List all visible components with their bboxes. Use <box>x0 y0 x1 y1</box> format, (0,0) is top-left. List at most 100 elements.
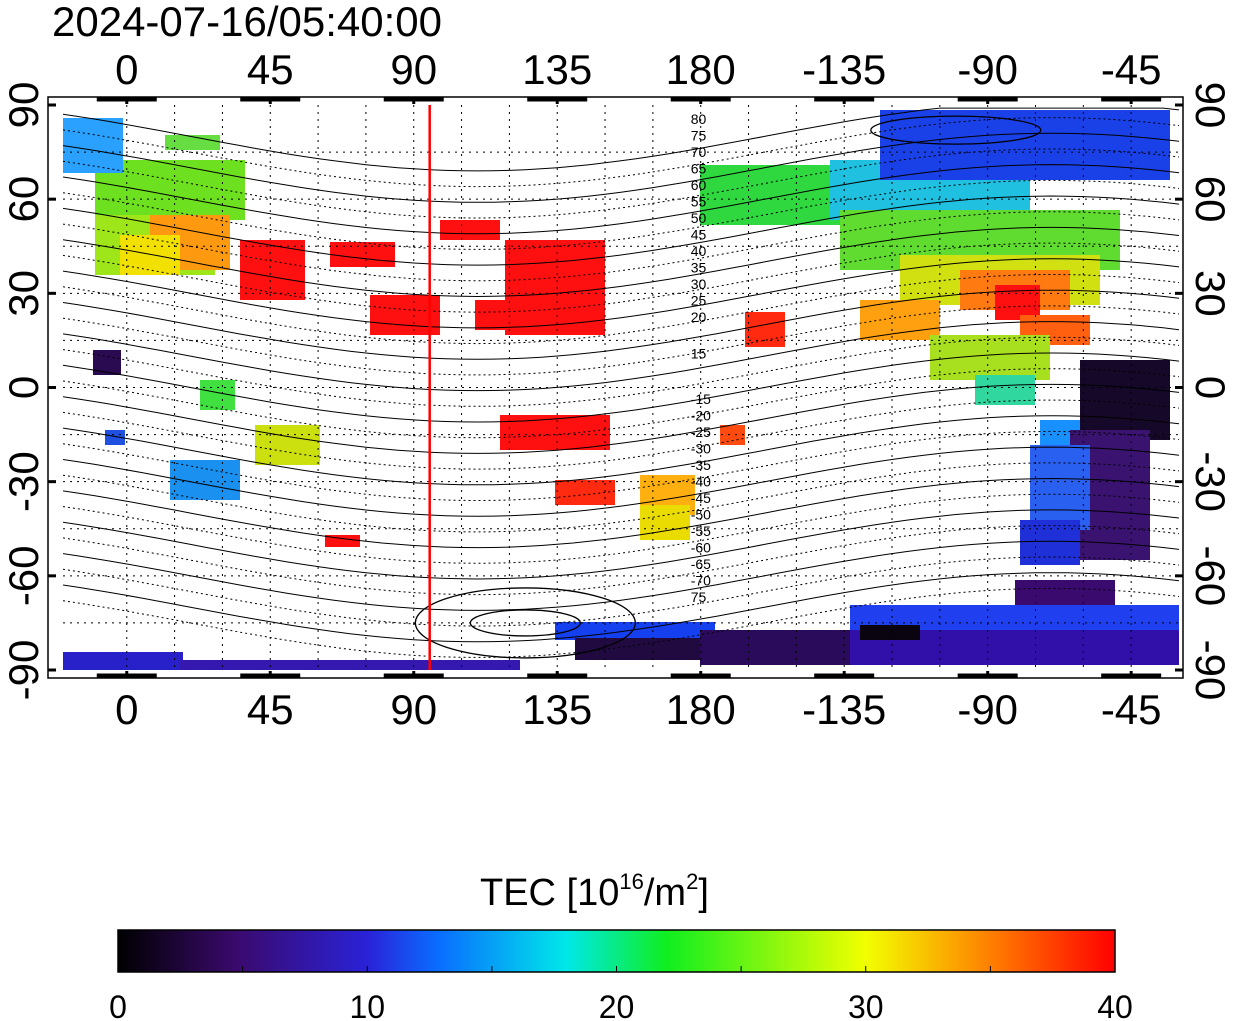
tec-region-indian-ocean <box>325 535 360 547</box>
contour-label: -25 <box>691 424 711 440</box>
tec-region-iceland <box>165 135 220 150</box>
contour-label: -60 <box>691 540 711 556</box>
tec-region-antarctica-dark1 <box>575 638 705 660</box>
x-tick-label-bottom: 135 <box>522 686 592 733</box>
axes: 0045459090135135180180-135-135-90-90-45-… <box>0 46 1234 733</box>
tec-region-middle-east <box>240 240 305 300</box>
contour-label: 35 <box>691 260 707 276</box>
colorbar-title-end: ] <box>698 872 709 914</box>
x-tick-label-top: -90 <box>957 46 1018 93</box>
tec-region-greenland-west <box>63 118 123 173</box>
contour-label: 75 <box>691 128 707 144</box>
tec-region-brazil-dark <box>1080 360 1170 440</box>
tec-region-patagonia <box>1020 520 1080 565</box>
tec-region-alaska <box>700 165 840 225</box>
contour-label: -30 <box>691 441 711 457</box>
contour-labels: 8075706560555045403530252015-15-20-25-30… <box>691 111 711 605</box>
contour-label: -40 <box>691 474 711 490</box>
y-tick-label-left: -60 <box>0 545 47 606</box>
contour-label: -55 <box>691 523 711 539</box>
x-tick-label-bottom: -45 <box>1101 686 1162 733</box>
contour-label: 50 <box>691 210 707 226</box>
x-tick-label-top: 0 <box>115 46 138 93</box>
tec-region-australia-east <box>555 480 615 505</box>
tec-region-southeast-asia <box>500 415 610 450</box>
x-tick-label-top: 90 <box>390 46 437 93</box>
y-tick-label-right: 60 <box>1187 176 1234 223</box>
y-tick-label-right: 0 <box>1187 376 1234 399</box>
magnetic-contours <box>63 107 1179 659</box>
y-tick-label-left: 0 <box>0 376 47 399</box>
tec-region-colombia <box>975 375 1035 405</box>
tec-region-s-atlantic-blue <box>105 430 125 445</box>
x-tick-label-bottom: 45 <box>247 686 294 733</box>
contour-label: -15 <box>691 391 711 407</box>
tec-region-argentina <box>1030 445 1090 530</box>
y-tick-label-right: -30 <box>1187 451 1234 512</box>
x-tick-label-bottom: 0 <box>115 686 138 733</box>
x-tick-label-top: 135 <box>522 46 592 93</box>
colorbar-title-sup2: 2 <box>686 869 698 894</box>
y-tick-label-left: 30 <box>0 270 47 317</box>
y-tick-label-left: 90 <box>0 82 47 129</box>
y-tick-label-right: -90 <box>1187 640 1234 701</box>
colorbar: TEC [1016/m2] 0 10 20 30 40 <box>109 869 1133 1021</box>
tec-region-east-asia-2 <box>475 300 535 330</box>
colorbar-ticks: 0 10 20 30 40 <box>109 966 1133 1021</box>
colorbar-tick-label: 30 <box>848 989 884 1021</box>
tec-data-layer <box>63 110 1179 670</box>
contour-label: 15 <box>691 346 707 362</box>
x-tick-label-top: -135 <box>802 46 886 93</box>
x-tick-label-top: -45 <box>1101 46 1162 93</box>
grid-lines <box>63 105 1179 670</box>
colorbar-title-sup1: 16 <box>619 869 643 894</box>
x-tick-label-top: 45 <box>247 46 294 93</box>
colorbar-title-main: TEC [10 <box>480 872 619 914</box>
contour-label: 40 <box>691 243 707 259</box>
y-tick-label-left: 60 <box>0 176 47 223</box>
tec-region-central-america <box>930 335 1050 380</box>
contour-label: 75 <box>691 589 707 605</box>
contour-label: 20 <box>691 309 707 325</box>
y-tick-label-right: 90 <box>1187 82 1234 129</box>
colorbar-tick-label: 0 <box>109 989 127 1021</box>
timestamp-title: 2024-07-16/05:40:00 <box>52 0 442 45</box>
x-tick-label-bottom: 180 <box>666 686 736 733</box>
x-tick-label-top: 180 <box>666 46 736 93</box>
contour-label: 60 <box>691 177 707 193</box>
tec-region-antarctica-black <box>860 625 920 640</box>
contour-label: 80 <box>691 111 707 127</box>
y-tick-label-right: -60 <box>1187 545 1234 606</box>
x-tick-label-bottom: 90 <box>390 686 437 733</box>
tec-region-antarctica-west <box>63 652 183 670</box>
colorbar-gradient <box>117 929 1116 973</box>
y-tick-label-left: -30 <box>0 451 47 512</box>
tec-region-pacific-island <box>720 425 745 445</box>
tec-region-china-north <box>440 220 500 240</box>
tec-region-europe-yellow <box>120 235 180 275</box>
contour-label: 70 <box>691 144 707 160</box>
contour-label: 25 <box>691 293 707 309</box>
contour-label: 65 <box>691 161 707 177</box>
contour-label: 55 <box>691 194 707 210</box>
colorbar-title: TEC [1016/m2] <box>480 869 709 914</box>
contour-label: -50 <box>691 507 711 523</box>
tec-region-canada-blue <box>880 110 1170 180</box>
colorbar-tick-label: 20 <box>599 989 635 1021</box>
x-tick-label-bottom: -135 <box>802 686 886 733</box>
x-tick-label-bottom: -90 <box>957 686 1018 733</box>
colorbar-title-mid: /m <box>644 872 686 914</box>
tec-region-west-africa <box>93 350 121 375</box>
tec-region-mexico <box>860 300 940 340</box>
contour-label: -20 <box>691 408 711 424</box>
tec-region-india <box>370 295 440 335</box>
tec-region-antarctica-east <box>555 622 715 640</box>
contour-label: -70 <box>691 573 711 589</box>
tec-region-central-asia <box>330 242 395 267</box>
y-tick-label-right: 30 <box>1187 270 1234 317</box>
tec-region-hawaii <box>745 312 785 347</box>
colorbar-tick-label: 40 <box>1097 989 1133 1021</box>
contour-label: 30 <box>691 276 707 292</box>
tec-region-antarctica-mid <box>180 660 520 670</box>
